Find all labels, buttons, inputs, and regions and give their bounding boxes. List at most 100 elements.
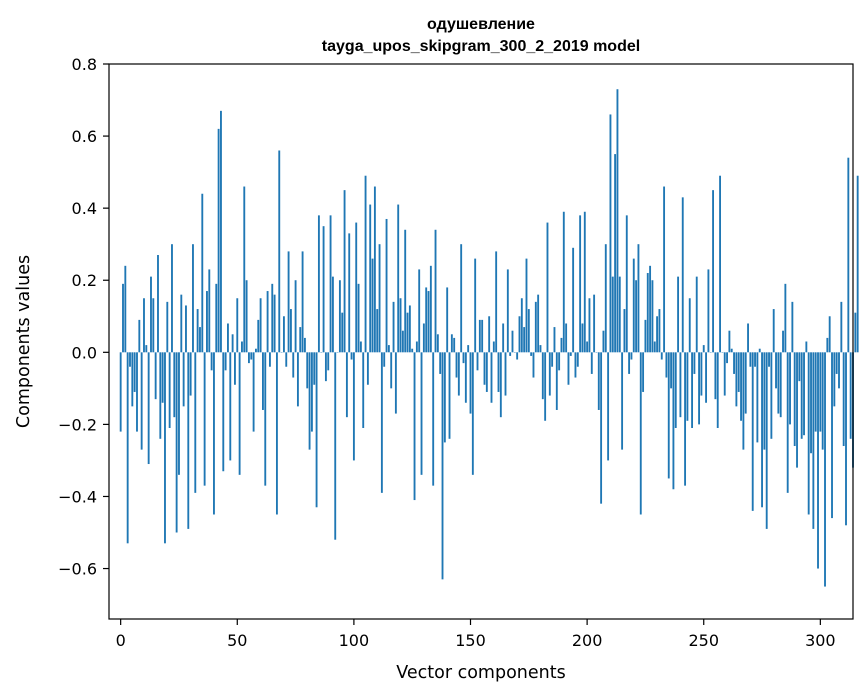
bar	[439, 352, 442, 374]
bar	[765, 352, 768, 529]
bar	[735, 352, 738, 407]
bar	[805, 341, 808, 353]
bar	[665, 352, 668, 378]
bar	[206, 291, 208, 353]
bar	[124, 265, 127, 353]
bar	[350, 352, 353, 360]
bar	[243, 186, 246, 353]
bar	[681, 197, 684, 353]
bar	[185, 305, 187, 353]
bar	[420, 352, 423, 475]
bar	[534, 301, 537, 353]
bar	[378, 244, 381, 353]
bar	[698, 352, 701, 425]
bar	[628, 352, 631, 374]
bar	[448, 352, 451, 439]
bar	[835, 352, 838, 374]
bar	[161, 352, 164, 403]
bar	[441, 352, 444, 580]
bar	[686, 352, 689, 421]
bar	[677, 276, 680, 353]
bar	[558, 352, 561, 371]
bar	[779, 352, 782, 418]
bar	[483, 352, 486, 385]
bar	[210, 352, 213, 371]
bar	[833, 352, 836, 407]
bar	[653, 341, 656, 353]
bar	[250, 352, 253, 360]
y-tick-label: −0.6	[58, 560, 97, 579]
bar	[140, 352, 143, 450]
bar	[334, 352, 337, 540]
bar	[772, 309, 775, 353]
bar	[604, 244, 607, 353]
bar	[705, 352, 707, 403]
bar	[784, 283, 787, 353]
bar	[241, 341, 243, 353]
bar	[366, 352, 369, 385]
bar	[817, 352, 819, 569]
bar	[234, 352, 236, 385]
bar	[693, 352, 696, 374]
bar	[826, 337, 829, 353]
y-tick-label: 0.8	[72, 55, 97, 74]
bar	[266, 291, 269, 353]
bar	[854, 312, 857, 353]
bar	[574, 352, 577, 378]
bar	[413, 352, 416, 501]
bar	[255, 348, 257, 353]
bar	[324, 352, 327, 382]
bar	[271, 283, 274, 353]
bar	[192, 244, 194, 353]
bar	[796, 352, 798, 468]
bar	[238, 352, 241, 475]
bar	[847, 157, 850, 353]
bar	[691, 352, 694, 428]
bar	[856, 175, 859, 353]
bar	[306, 352, 309, 389]
bar	[467, 345, 470, 353]
bar	[651, 280, 654, 353]
bar	[231, 334, 234, 353]
bar	[551, 352, 554, 367]
bar	[828, 316, 831, 353]
bar	[327, 352, 330, 371]
bar	[490, 352, 493, 403]
bar	[525, 258, 528, 353]
bar	[453, 337, 456, 353]
bar	[516, 352, 519, 360]
bar	[637, 244, 640, 353]
bar	[656, 316, 659, 353]
bar	[446, 287, 449, 353]
bar	[294, 280, 297, 353]
bar	[248, 352, 250, 364]
bar	[474, 258, 477, 353]
bar	[397, 204, 400, 353]
bar	[373, 186, 376, 353]
bar	[744, 352, 747, 414]
bar	[138, 319, 141, 353]
bar	[625, 215, 628, 353]
bar	[560, 337, 563, 353]
plot-frame	[108, 63, 854, 620]
bar	[383, 352, 386, 367]
bar	[150, 276, 152, 353]
bar	[763, 352, 766, 450]
bar	[422, 323, 425, 353]
bar	[257, 319, 260, 353]
bar	[227, 323, 229, 353]
bar	[178, 352, 180, 475]
bar	[432, 352, 435, 486]
bar	[527, 309, 530, 353]
bar	[308, 352, 311, 450]
bar	[712, 190, 714, 353]
bar	[129, 352, 131, 367]
bar	[621, 352, 624, 450]
bar	[208, 269, 211, 353]
bar	[548, 352, 551, 396]
bar	[136, 352, 138, 432]
bar	[791, 301, 794, 353]
bar	[644, 319, 647, 353]
bar	[357, 283, 360, 353]
